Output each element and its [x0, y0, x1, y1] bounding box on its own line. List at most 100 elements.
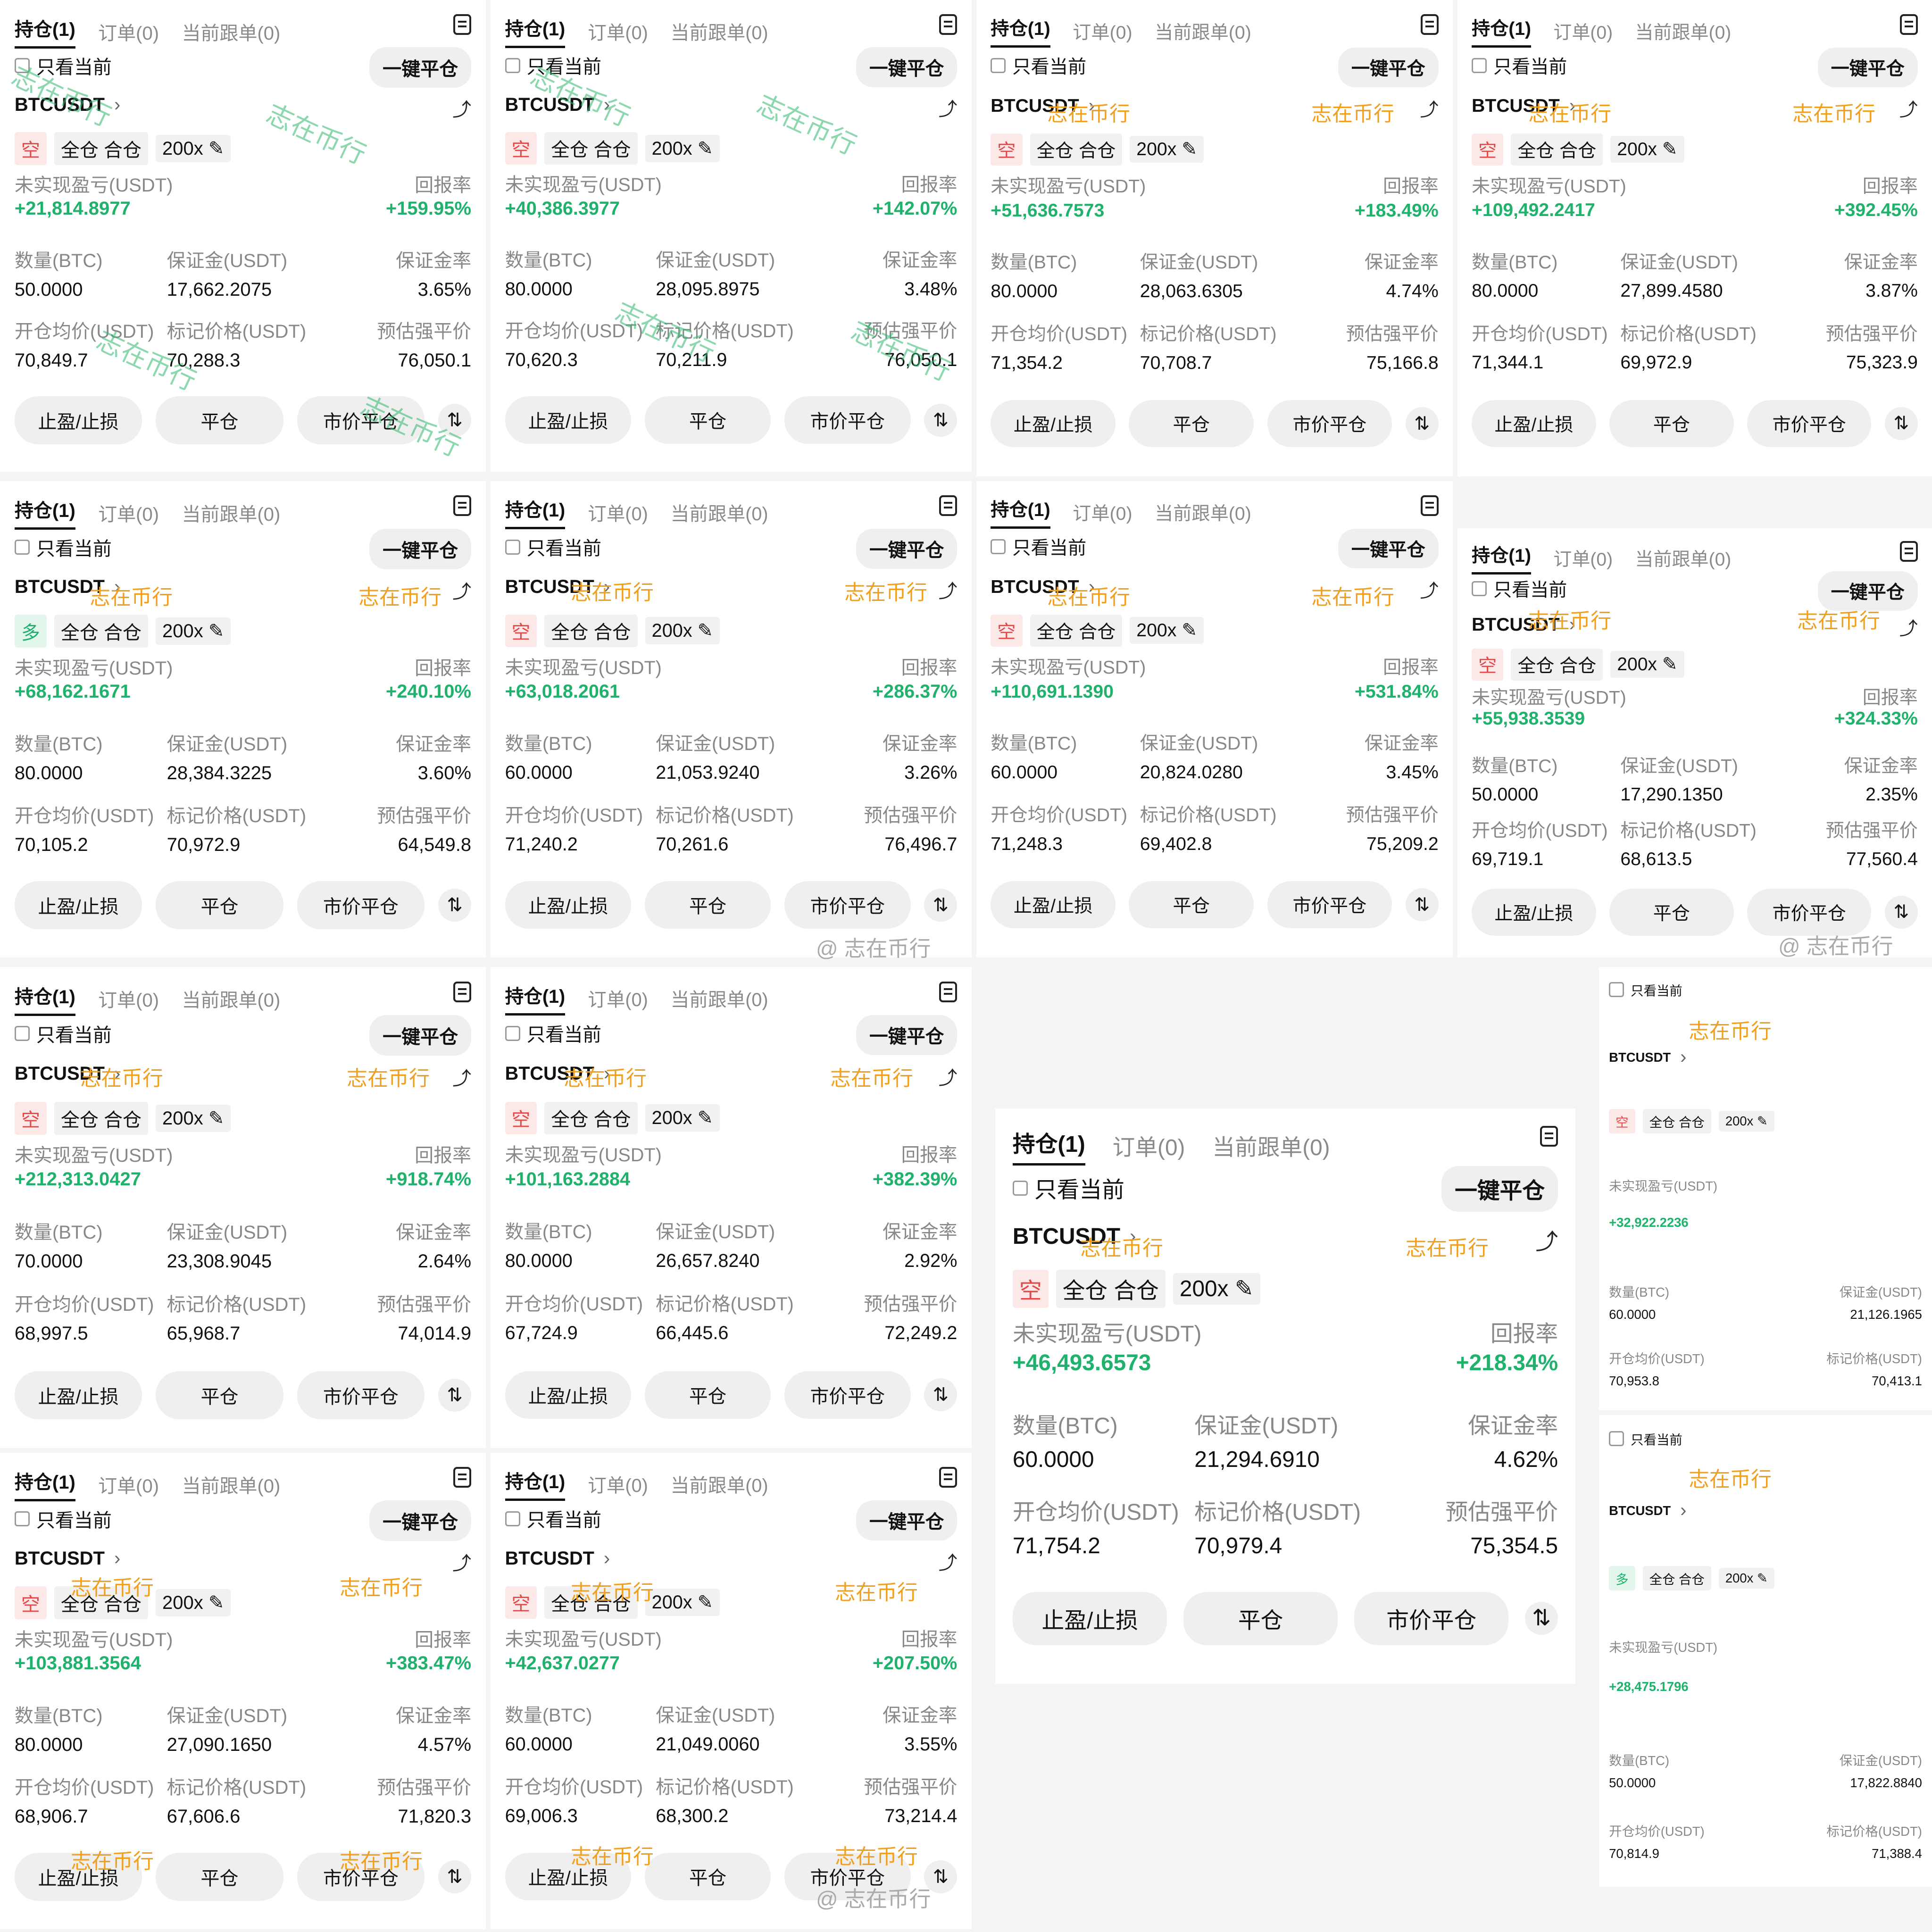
tab-copy-trading[interactable]: 当前跟单(0)	[1154, 22, 1251, 43]
leverage-tag[interactable]: 200x ✎	[1130, 617, 1204, 644]
only-current-filter[interactable]: 只看当前	[1472, 52, 1918, 79]
tab-copy-trading[interactable]: 当前跟单(0)	[1635, 549, 1732, 570]
history-doc-icon[interactable]	[1420, 495, 1439, 516]
tab-positions[interactable]: 持仓(1)	[505, 14, 566, 48]
tp-sl-button[interactable]: 止盈/止损	[1472, 889, 1596, 936]
close-button[interactable]: 平仓	[644, 1853, 771, 1901]
close-all-button[interactable]: 一键平仓	[1817, 571, 1918, 611]
leverage-tag[interactable]: 200x ✎	[156, 135, 231, 162]
checkbox[interactable]	[1609, 1431, 1624, 1446]
market-close-button[interactable]: 市价平仓	[784, 396, 911, 444]
reverse-position-icon[interactable]: ⇅	[924, 1860, 958, 1893]
reverse-position-icon[interactable]: ⇅	[1405, 888, 1439, 922]
tab-orders[interactable]: 订单(0)	[588, 1475, 648, 1496]
only-current-filter[interactable]: 只看当前	[505, 533, 958, 560]
symbol-row[interactable]: BTCUSDT ›	[505, 1548, 958, 1569]
share-icon[interactable]: ⤴	[1420, 581, 1439, 601]
tab-positions[interactable]: 持仓(1)	[505, 982, 566, 1016]
symbol-row[interactable]: BTCUSDT ›	[991, 95, 1438, 117]
symbol-row[interactable]: BTCUSDT ›	[15, 94, 471, 116]
tab-positions[interactable]: 持仓(1)	[14, 1467, 75, 1502]
leverage-tag[interactable]: 200x ✎	[645, 1589, 720, 1616]
checkbox[interactable]	[14, 540, 30, 555]
leverage-tag[interactable]: 200x ✎	[1718, 1110, 1774, 1132]
market-close-button[interactable]: 市价平仓	[784, 881, 911, 929]
close-button[interactable]: 平仓	[1129, 400, 1254, 448]
close-all-button[interactable]: 一键平仓	[369, 47, 472, 88]
history-doc-icon[interactable]	[453, 981, 472, 1002]
close-all-button[interactable]: 一键平仓	[1338, 529, 1439, 568]
close-button[interactable]: 平仓	[644, 396, 771, 444]
checkbox[interactable]	[1472, 581, 1487, 597]
history-doc-icon[interactable]	[453, 1467, 472, 1488]
history-doc-icon[interactable]	[1899, 14, 1918, 35]
close-button[interactable]: 平仓	[156, 1371, 283, 1419]
tp-sl-button[interactable]: 止盈/止损	[1012, 1591, 1167, 1645]
leverage-tag[interactable]: 200x ✎	[645, 134, 720, 162]
tab-positions[interactable]: 持仓(1)	[14, 14, 75, 49]
reverse-position-icon[interactable]: ⇅	[1405, 407, 1439, 441]
symbol-row[interactable]: BTCUSDT ›	[505, 94, 958, 116]
close-all-button[interactable]: 一键平仓	[369, 1015, 472, 1056]
tab-orders[interactable]: 订单(0)	[1553, 549, 1613, 570]
share-icon[interactable]: ⤴	[938, 1068, 958, 1089]
checkbox[interactable]	[1472, 58, 1487, 74]
market-close-button[interactable]: 市价平仓	[297, 1853, 425, 1901]
symbol-row[interactable]: BTCUSDT ›	[1472, 95, 1918, 117]
symbol-row[interactable]: BTCUSDT ›	[15, 1548, 471, 1569]
only-current-filter[interactable]: 只看当前	[1472, 575, 1918, 602]
tab-positions[interactable]: 持仓(1)	[991, 495, 1050, 529]
reverse-position-icon[interactable]: ⇅	[924, 888, 958, 922]
reverse-position-icon[interactable]: ⇅	[924, 1378, 958, 1412]
tab-positions[interactable]: 持仓(1)	[505, 495, 566, 530]
checkbox[interactable]	[14, 1026, 30, 1041]
reverse-position-icon[interactable]: ⇅	[438, 404, 472, 437]
tp-sl-button[interactable]: 止盈/止损	[505, 881, 632, 929]
tp-sl-button[interactable]: 止盈/止损	[505, 396, 632, 444]
leverage-tag[interactable]: 200x ✎	[645, 1104, 720, 1132]
share-icon[interactable]: ⤴	[452, 100, 472, 120]
tab-positions[interactable]: 持仓(1)	[1012, 1126, 1085, 1166]
reverse-position-icon[interactable]: ⇅	[438, 1860, 472, 1894]
checkbox[interactable]	[991, 539, 1006, 555]
tab-copy-trading[interactable]: 当前跟单(0)	[1212, 1135, 1330, 1161]
close-all-button[interactable]: 一键平仓	[856, 529, 958, 569]
market-close-button[interactable]: 市价平仓	[1267, 400, 1392, 448]
checkbox[interactable]	[14, 1511, 30, 1527]
tab-orders[interactable]: 订单(0)	[1073, 503, 1133, 524]
market-close-button[interactable]: 市价平仓	[297, 881, 425, 930]
symbol-row[interactable]: BTCUSDT ›	[1013, 1224, 1558, 1249]
tab-copy-trading[interactable]: 当前跟单(0)	[1635, 22, 1732, 43]
close-button[interactable]: 平仓	[644, 881, 771, 929]
history-doc-icon[interactable]	[939, 14, 958, 35]
reverse-position-icon[interactable]: ⇅	[1525, 1602, 1558, 1635]
share-icon[interactable]: ⤴	[452, 1068, 472, 1089]
only-current-filter[interactable]: 只看当前	[14, 1020, 471, 1047]
tab-orders[interactable]: 订单(0)	[1112, 1135, 1185, 1161]
history-doc-icon[interactable]	[453, 495, 472, 516]
tab-copy-trading[interactable]: 当前跟单(0)	[182, 504, 281, 525]
tab-copy-trading[interactable]: 当前跟单(0)	[182, 990, 281, 1011]
market-close-button[interactable]: 市价平仓	[1267, 881, 1392, 929]
tab-orders[interactable]: 订单(0)	[588, 22, 648, 43]
share-icon[interactable]: ⤴	[938, 581, 958, 602]
share-icon[interactable]: ⤴	[452, 1553, 472, 1574]
tab-positions[interactable]: 持仓(1)	[1472, 14, 1531, 48]
only-current-filter[interactable]: 只看当前	[14, 533, 471, 561]
checkbox[interactable]	[991, 58, 1006, 74]
checkbox[interactable]	[505, 58, 520, 73]
market-close-button[interactable]: 市价平仓	[1747, 889, 1872, 936]
close-all-button[interactable]: 一键平仓	[1817, 48, 1918, 87]
market-close-button[interactable]: 市价平仓	[1354, 1591, 1509, 1645]
tab-positions[interactable]: 持仓(1)	[14, 982, 75, 1016]
checkbox[interactable]	[1012, 1180, 1028, 1196]
tab-copy-trading[interactable]: 当前跟单(0)	[182, 1475, 281, 1497]
only-current-filter[interactable]: 只看当前	[505, 1505, 958, 1532]
history-doc-icon[interactable]	[939, 981, 958, 1002]
tp-sl-button[interactable]: 止盈/止损	[14, 396, 142, 444]
share-icon[interactable]: ⤴	[1420, 100, 1439, 120]
close-button[interactable]: 平仓	[1609, 889, 1734, 936]
only-current-filter[interactable]: 只看当前	[505, 52, 958, 79]
tab-copy-trading[interactable]: 当前跟单(0)	[670, 503, 768, 525]
leverage-tag[interactable]: 200x ✎	[1173, 1273, 1260, 1305]
